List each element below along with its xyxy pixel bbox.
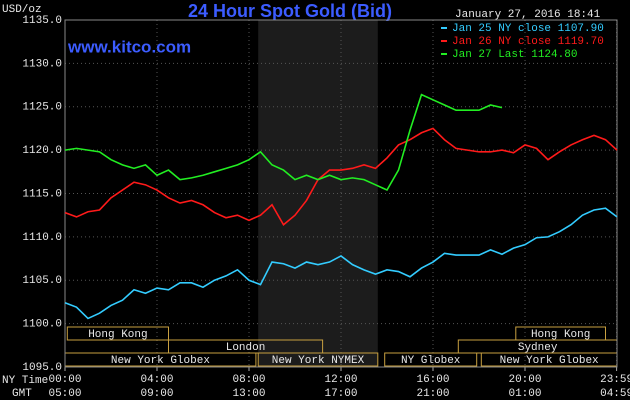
session-label: New York Globex [500, 355, 599, 367]
x-tick-label: 12:00 [324, 374, 357, 386]
legend-label: Jan 27 Last 1124.80 [452, 49, 577, 61]
x2-tick-label: 21:00 [416, 388, 449, 400]
y-tick-label: 1105.0 [22, 275, 62, 287]
y-tick-label: 1125.0 [22, 102, 62, 114]
y-tick-label: 1120.0 [22, 145, 62, 157]
session-label: New York NYMEX [272, 355, 365, 367]
session-label: Sydney [518, 342, 558, 354]
x-tick-label: 16:00 [416, 374, 449, 386]
y-tick-label: 1130.0 [22, 58, 62, 70]
session-label: NY Globex [401, 355, 461, 367]
plot-frame [64, 19, 618, 368]
x2-tick-label: 17:00 [324, 388, 357, 400]
y-tick-label: 1110.0 [22, 232, 62, 244]
session-box [257, 352, 379, 367]
x-tick-label: 00:00 [48, 374, 81, 386]
x-row-label: NY Time [2, 375, 48, 387]
series-line [64, 127, 618, 226]
x2-tick-label: 13:00 [232, 388, 265, 400]
session-label: Hong Kong [88, 329, 147, 341]
session-label: London [226, 342, 266, 354]
x-tick-label: 23:59 [600, 374, 630, 386]
y-tick-label: 1135.0 [22, 15, 62, 27]
timestamp: January 27, 2016 18:41 [455, 9, 601, 21]
x-tick-label: 08:00 [232, 374, 265, 386]
session-label: New York Globex [111, 355, 210, 367]
x-tick-label: 20:00 [508, 374, 541, 386]
series-line [64, 207, 618, 320]
session-label: Hong Kong [531, 329, 590, 341]
series-line [64, 93, 503, 192]
x-tick-label: 04:00 [140, 374, 173, 386]
session-box [384, 352, 478, 367]
session-box [66, 326, 169, 341]
legend-label: Jan 26 NY close 1119.70 [452, 36, 604, 48]
x2-tick-label: 04:59 [600, 388, 630, 400]
x2-tick-label: 05:00 [48, 388, 81, 400]
website: www.kitco.com [67, 37, 191, 56]
legend-label: Jan 25 NY close 1107.90 [452, 23, 604, 35]
x-row-label: GMT [12, 388, 32, 400]
x2-tick-label: 09:00 [140, 388, 173, 400]
chart-title: 24 Hour Spot Gold (Bid) [188, 1, 392, 21]
y-axis-label: USD/oz [2, 4, 42, 16]
x2-tick-label: 01:00 [508, 388, 541, 400]
y-tick-label: 1100.0 [22, 319, 62, 331]
y-tick-label: 1115.0 [22, 188, 62, 200]
y-tick-label: 1095.0 [22, 362, 62, 374]
